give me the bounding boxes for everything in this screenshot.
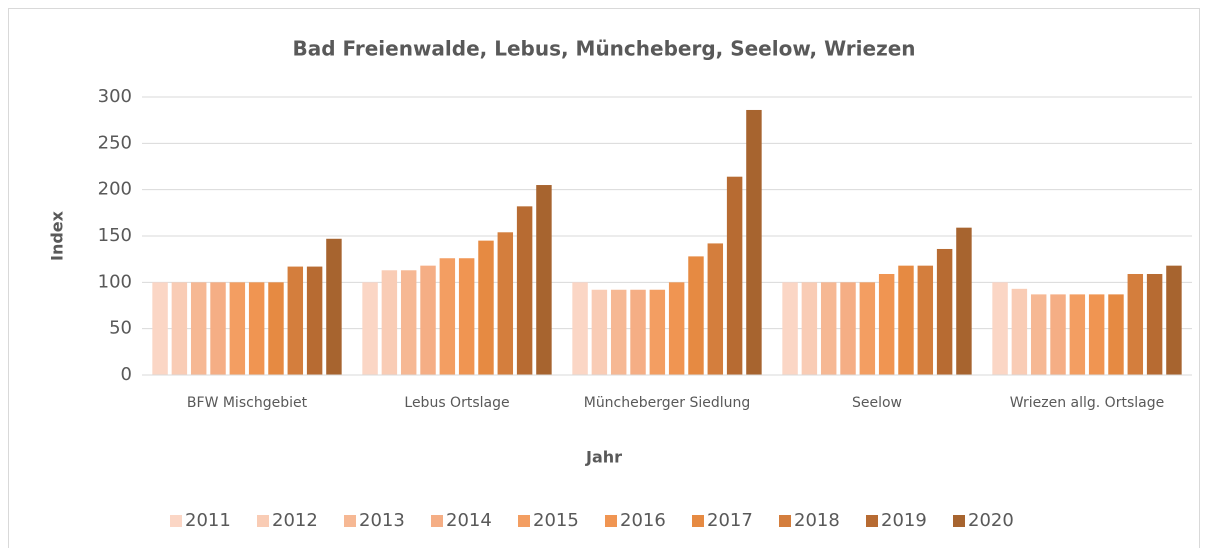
legend-swatch — [779, 515, 791, 527]
bar — [400, 270, 417, 375]
bar — [1030, 294, 1047, 375]
y-tick-label: 250 — [98, 132, 132, 153]
x-tick-label: Wriezen allg. Ortslage — [1010, 395, 1164, 411]
bar — [572, 282, 588, 375]
bar — [536, 185, 552, 375]
y-tick-label: 200 — [98, 179, 132, 200]
legend-swatch — [431, 515, 443, 527]
bar — [1088, 294, 1105, 375]
legend-label: 2013 — [359, 510, 405, 531]
bar — [516, 206, 533, 375]
x-tick-label: Müncheberger Siedlung — [584, 395, 751, 411]
x-tick-label: Lebus Ortslage — [404, 395, 509, 411]
y-tick-label: 100 — [98, 271, 132, 292]
bar — [326, 238, 342, 375]
chart-border — [8, 8, 1200, 548]
legend-swatch — [866, 515, 878, 527]
bar — [287, 266, 304, 375]
bar — [688, 256, 704, 375]
bar — [668, 282, 685, 375]
x-tick-label: BFW Mischgebiet — [187, 395, 308, 411]
bar — [229, 282, 246, 375]
bar — [1166, 265, 1182, 375]
bar — [1050, 294, 1066, 375]
bar — [362, 282, 378, 375]
bar — [840, 282, 856, 375]
bar — [1108, 294, 1124, 375]
legend-label: 2019 — [881, 510, 927, 531]
legend-swatch — [344, 515, 356, 527]
legend-label: 2015 — [533, 510, 579, 531]
y-tick-label: 50 — [109, 318, 132, 339]
bar — [707, 243, 724, 375]
bar — [1011, 288, 1028, 375]
legend-label: 2017 — [707, 510, 753, 531]
y-axis-title: Index — [48, 210, 67, 261]
bar — [1146, 273, 1163, 375]
bar — [248, 282, 265, 375]
legend-label: 2020 — [968, 510, 1014, 531]
bar — [439, 258, 456, 375]
bar — [1127, 273, 1144, 375]
bar — [726, 176, 743, 375]
bar — [1069, 294, 1086, 375]
x-axis-title: Jahr — [585, 448, 622, 467]
y-tick-label: 150 — [98, 225, 132, 246]
chart-title: Bad Freienwalde, Lebus, Müncheberg, Seel… — [292, 37, 915, 61]
y-tick-label: 300 — [98, 86, 132, 107]
x-tick-label: Seelow — [852, 395, 902, 411]
bar — [649, 289, 666, 375]
legend-swatch — [692, 515, 704, 527]
bar — [859, 282, 876, 375]
bar — [381, 270, 398, 375]
bar — [152, 282, 168, 375]
legend-swatch — [605, 515, 617, 527]
bar — [497, 232, 514, 375]
bar — [591, 289, 608, 375]
legend-swatch — [170, 515, 182, 527]
bar — [630, 289, 646, 375]
bar — [190, 282, 207, 375]
bar — [917, 265, 934, 375]
bar — [746, 109, 762, 376]
legend-swatch — [518, 515, 530, 527]
y-tick-label: 0 — [121, 364, 132, 385]
bar — [171, 282, 188, 375]
bar — [610, 289, 627, 375]
bar — [956, 227, 972, 375]
bar — [782, 282, 798, 375]
legend-label: 2014 — [446, 510, 492, 531]
legend-label: 2016 — [620, 510, 666, 531]
bar — [306, 266, 323, 375]
bar — [936, 248, 953, 375]
bar — [420, 265, 436, 375]
bar — [268, 282, 284, 375]
bar — [898, 265, 914, 375]
bar — [878, 273, 895, 375]
legend-label: 2018 — [794, 510, 840, 531]
legend-label: 2011 — [185, 510, 231, 531]
legend-swatch — [953, 515, 965, 527]
legend-swatch — [257, 515, 269, 527]
bar — [458, 258, 475, 375]
bar — [801, 282, 818, 375]
bar — [210, 282, 226, 375]
legend-label: 2012 — [272, 510, 318, 531]
bar — [820, 282, 837, 375]
bar — [478, 240, 494, 375]
bar — [992, 282, 1008, 375]
